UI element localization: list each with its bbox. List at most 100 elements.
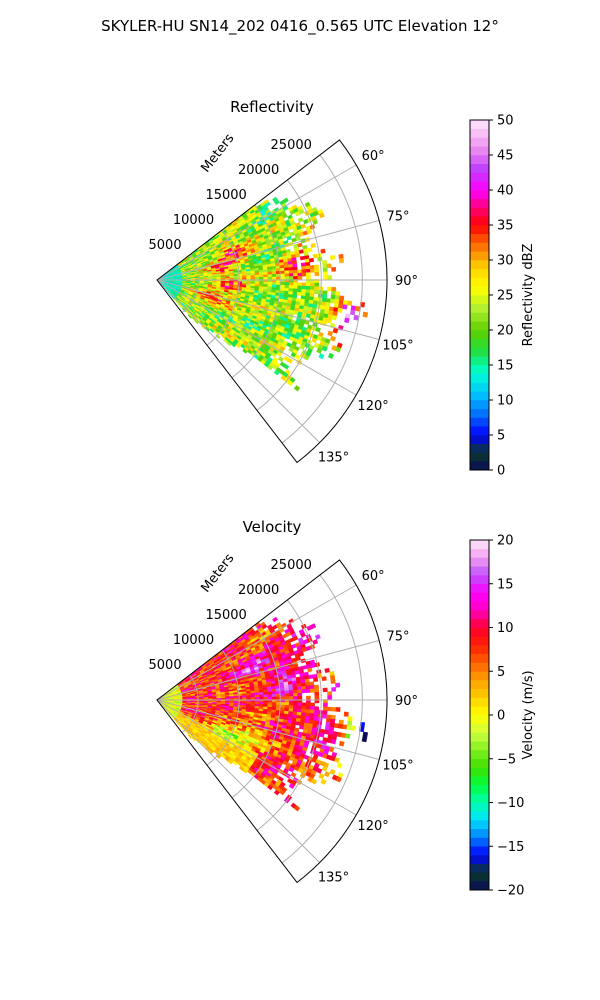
- data-cell: [271, 696, 277, 700]
- colorbar-segment: [470, 636, 489, 646]
- range-tick-label: 10000: [173, 633, 214, 648]
- data-cell: [322, 706, 328, 712]
- data-cell: [284, 705, 290, 709]
- reflectivity-panel: Reflectivity 50001000015000200002500060°…: [149, 98, 536, 479]
- colorbar-segment: [470, 732, 489, 742]
- colorbar-segment: [470, 881, 489, 891]
- data-cell: [258, 272, 264, 276]
- data-cell: [229, 277, 235, 280]
- data-cell: [254, 692, 260, 696]
- colorbar-tick-label: 35: [497, 219, 514, 234]
- data-cell: [292, 689, 298, 694]
- data-cell: [296, 686, 302, 691]
- colorbar-tick-label: 5: [497, 429, 505, 444]
- data-cell: [314, 282, 320, 287]
- data-cell: [309, 268, 315, 273]
- data-cell: [288, 270, 294, 274]
- data-cell: [331, 286, 337, 292]
- colorbar-tick-label: −15: [497, 840, 524, 855]
- data-cell: [330, 298, 336, 304]
- data-cell: [349, 309, 356, 316]
- data-cell: [321, 260, 328, 265]
- data-cell: [224, 697, 230, 700]
- data-cell: [346, 724, 352, 731]
- data-cell: [310, 243, 316, 249]
- colorbar-segment: [470, 583, 489, 593]
- data-cell: [280, 284, 286, 289]
- colorbar-segment: [470, 750, 489, 760]
- range-tick-label: 5000: [149, 238, 182, 253]
- data-cell: [293, 385, 301, 392]
- data-cell: [305, 695, 311, 700]
- colorbar-tick-label: −10: [497, 796, 524, 811]
- colorbar-segment: [470, 793, 489, 803]
- data-cell: [301, 265, 307, 270]
- colorbar-segment: [470, 776, 489, 786]
- data-cell: [320, 248, 326, 254]
- colorbar-segment: [470, 356, 489, 366]
- data-cell: [306, 229, 313, 235]
- data-cell: [280, 704, 286, 709]
- data-cell: [250, 281, 256, 285]
- colorbar-tick-label: 50: [497, 114, 514, 129]
- range-tick-label: 25000: [271, 138, 312, 153]
- data-cell: [329, 675, 336, 681]
- data-cell: [279, 267, 285, 272]
- colorbar-segment: [470, 198, 489, 208]
- data-cell: [315, 326, 321, 333]
- data-cell: [284, 270, 290, 275]
- data-cell: [342, 304, 348, 310]
- data-cell: [267, 276, 273, 280]
- data-cell: [337, 307, 343, 314]
- data-cell: [318, 773, 325, 780]
- data-cell: [337, 723, 344, 729]
- data-cell: [229, 697, 235, 700]
- velocity-panel: Velocity 50001000015000200002500060°75°9…: [149, 518, 536, 899]
- data-cell: [361, 736, 368, 743]
- colorbar-segment: [470, 225, 489, 235]
- data-cell: [294, 670, 300, 675]
- colorbar-segment: [470, 723, 489, 733]
- data-cell: [271, 276, 277, 280]
- colorbar-tick-label: 10: [497, 621, 514, 636]
- data-cell: [246, 697, 252, 700]
- data-cell: [272, 616, 278, 623]
- colorbar-segment: [470, 155, 489, 165]
- colorbar-segment: [470, 321, 489, 331]
- theta-tick-label: 60°: [362, 569, 385, 584]
- colorbar-segment: [470, 216, 489, 226]
- colorbar-tick-label: 5: [497, 665, 505, 680]
- data-cell: [301, 702, 307, 707]
- data-cell: [224, 277, 230, 280]
- data-cell: [330, 679, 336, 684]
- range-tick-label: 25000: [271, 558, 312, 573]
- data-cell: [301, 705, 307, 710]
- theta-tick-label: 105°: [382, 759, 413, 774]
- range-tick-label: 20000: [238, 163, 279, 178]
- colorbar-segment: [470, 303, 489, 313]
- data-cell: [267, 694, 273, 698]
- colorbar-tick-label: 25: [497, 289, 514, 304]
- data-cell: [338, 740, 345, 747]
- colorbar-segment: [470, 863, 489, 873]
- data-cell: [305, 268, 311, 273]
- colorbar-segment: [470, 802, 489, 812]
- colorbar-segment: [470, 688, 489, 698]
- colorbar-segment: [470, 706, 489, 716]
- colorbar-segment: [470, 268, 489, 278]
- data-cell: [288, 267, 294, 271]
- data-cell: [305, 712, 311, 717]
- colorbar-segment: [470, 251, 489, 261]
- data-cell: [322, 294, 328, 299]
- colorbar-segment: [470, 653, 489, 663]
- range-tick-label: 10000: [173, 213, 214, 228]
- reflectivity-plot: 50001000015000200002500060°75°90°105°120…: [149, 131, 419, 465]
- data-cell: [305, 705, 311, 711]
- colorbar-segment: [470, 610, 489, 620]
- theta-tick-label: 90°: [395, 694, 418, 709]
- data-cell: [330, 738, 337, 745]
- range-tick-label: 20000: [238, 583, 279, 598]
- data-cell: [292, 683, 298, 688]
- data-cell: [322, 271, 328, 276]
- velocity-plot: 50001000015000200002500060°75°90°105°120…: [149, 551, 419, 885]
